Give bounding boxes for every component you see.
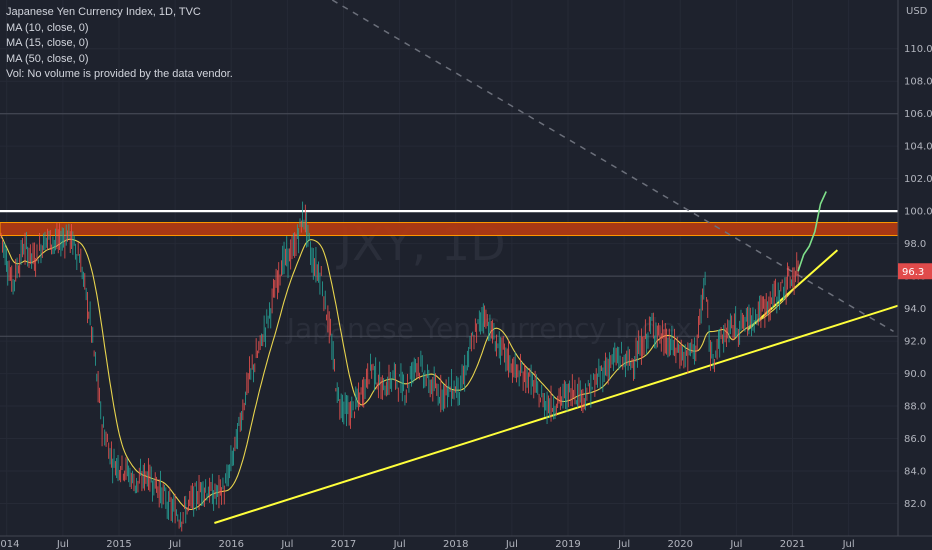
- time-tick-11: Jul: [617, 539, 630, 550]
- price-tick-9: 100.0: [904, 207, 932, 218]
- time-tick-9: Jul: [505, 539, 518, 550]
- time-tick-13: Jul: [729, 539, 742, 550]
- price-tick-1: 84.0: [904, 467, 926, 478]
- legend-volume: Vol: No volume is provided by the data v…: [6, 68, 233, 80]
- price-axis[interactable]: 82.084.086.088.090.092.094.096.098.0100.…: [897, 0, 932, 550]
- price-tick-5: 92.0: [904, 337, 926, 348]
- time-tick-1: Jul: [56, 539, 69, 550]
- supply-zone-band: [0, 222, 899, 237]
- price-tick-2: 86.0: [904, 434, 926, 445]
- price-tick-13: 108.0: [904, 77, 932, 88]
- time-tick-3: Jul: [168, 539, 181, 550]
- currency-label: USD: [906, 6, 928, 17]
- price-tick-8: 98.0: [904, 239, 926, 250]
- time-tick-15: Jul: [842, 539, 855, 550]
- time-tick-10: 2019: [555, 539, 580, 550]
- legend-ma50[interactable]: MA (50, close, 0): [6, 52, 89, 65]
- time-tick-4: 2016: [219, 539, 244, 550]
- dashed-trendline: [331, 0, 894, 332]
- price-tick-11: 104.0: [904, 142, 932, 153]
- long-trendline: [214, 304, 900, 524]
- time-tick-6: 2017: [331, 539, 356, 550]
- legend-ma10[interactable]: MA (10, close, 0): [6, 21, 89, 34]
- time-tick-12: 2020: [668, 539, 693, 550]
- time-tick-8: 2018: [443, 539, 468, 550]
- time-tick-2: 2015: [106, 539, 131, 550]
- time-tick-0: 2014: [0, 539, 19, 550]
- price-tick-4: 90.0: [904, 369, 926, 380]
- legend-title[interactable]: Japanese Yen Currency Index, 1D, TVC: [6, 6, 201, 18]
- legend-ma15[interactable]: MA (15, close, 0): [6, 37, 89, 49]
- time-axis-bg: [0, 536, 932, 550]
- price-tick-14: 110.0: [904, 44, 932, 55]
- drawings: [0, 0, 900, 524]
- chart-legend: Japanese Yen Currency Index, 1D, TVC MA …: [6, 5, 233, 83]
- price-candles: [0, 191, 827, 532]
- recent-price-line: [797, 191, 827, 272]
- time-tick-5: Jul: [280, 539, 293, 550]
- time-tick-7: Jul: [393, 539, 406, 550]
- price-tick-3: 88.0: [904, 402, 926, 413]
- time-tick-14: 2021: [780, 539, 805, 550]
- price-tick-6: 94.0: [904, 304, 926, 315]
- last-price-label: 96.3: [902, 267, 924, 278]
- supply-zone: [0, 222, 899, 237]
- time-axis[interactable]: 2014 Jul 2015 Jul 2016 Jul 2017 Jul 2018 Jul 2019 J…: [0, 535, 932, 550]
- price-tick-10: 102.0: [904, 174, 932, 185]
- price-tick-0: 82.0: [904, 499, 926, 510]
- last-price-badge: [898, 263, 932, 280]
- price-tick-12: 106.0: [904, 109, 932, 120]
